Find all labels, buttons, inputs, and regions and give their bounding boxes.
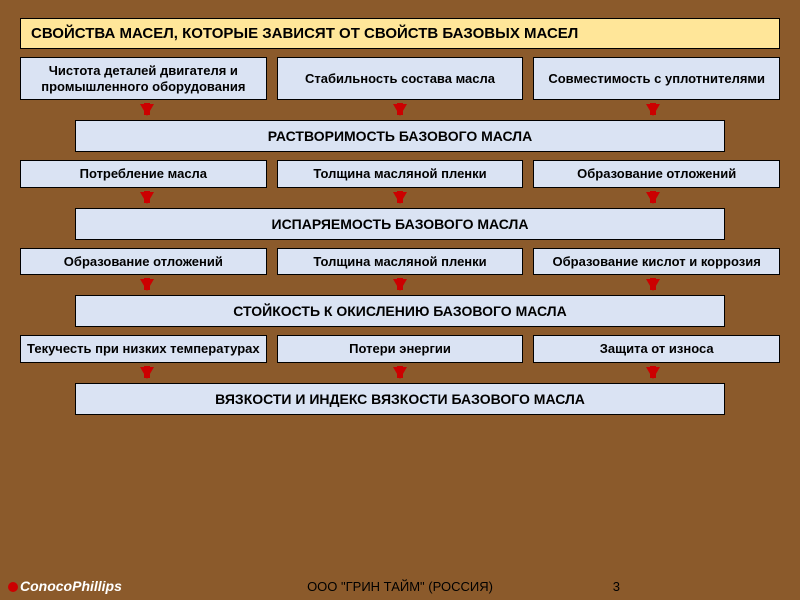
down-arrow-icon <box>140 192 154 204</box>
down-arrow-icon <box>646 104 660 116</box>
arrow-row <box>20 275 780 295</box>
section-3-inputs: Текучесть при низких температурах Потери… <box>20 335 780 363</box>
input-cell: Стабильность состава масла <box>277 57 524 100</box>
input-cell: Защита от износа <box>533 335 780 363</box>
down-arrow-icon <box>393 192 407 204</box>
section-0-inputs: Чистота деталей двигателя и промышленног… <box>20 57 780 100</box>
down-arrow-icon <box>140 367 154 379</box>
input-cell: Толщина масляной пленки <box>277 160 524 188</box>
footer-text: ООО "ГРИН ТАЙМ" (РОССИЯ) <box>0 579 800 594</box>
down-arrow-icon <box>646 367 660 379</box>
input-cell: Толщина масляной пленки <box>277 248 524 276</box>
down-arrow-icon <box>393 279 407 291</box>
input-cell: Потери энергии <box>277 335 524 363</box>
down-arrow-icon <box>140 279 154 291</box>
arrow-row <box>20 363 780 383</box>
down-arrow-icon <box>646 192 660 204</box>
section-1-inputs: Потребление масла Толщина масляной пленк… <box>20 160 780 188</box>
down-arrow-icon <box>140 104 154 116</box>
input-cell: Образование отложений <box>20 248 267 276</box>
diagram-content: СВОЙСТВА МАСЕЛ, КОТОРЫЕ ЗАВИСЯТ ОТ СВОЙС… <box>20 18 780 568</box>
section-2-inputs: Образование отложений Толщина масляной п… <box>20 248 780 276</box>
result-box: ВЯЗКОСТИ И ИНДЕКС ВЯЗКОСТИ БАЗОВОГО МАСЛ… <box>75 383 725 415</box>
result-box: СТОЙКОСТЬ К ОКИСЛЕНИЮ БАЗОВОГО МАСЛА <box>75 295 725 327</box>
input-cell: Потребление масла <box>20 160 267 188</box>
input-cell: Образование кислот и коррозия <box>533 248 780 276</box>
input-cell: Текучесть при низких температурах <box>20 335 267 363</box>
result-box: ИСПАРЯЕМОСТЬ БАЗОВОГО МАСЛА <box>75 208 725 240</box>
arrow-row <box>20 188 780 208</box>
title-box: СВОЙСТВА МАСЕЛ, КОТОРЫЕ ЗАВИСЯТ ОТ СВОЙС… <box>20 18 780 49</box>
down-arrow-icon <box>393 104 407 116</box>
page-number: 3 <box>613 579 620 594</box>
down-arrow-icon <box>393 367 407 379</box>
result-box: РАСТВОРИМОСТЬ БАЗОВОГО МАСЛА <box>75 120 725 152</box>
input-cell: Чистота деталей двигателя и промышленног… <box>20 57 267 100</box>
down-arrow-icon <box>646 279 660 291</box>
arrow-row <box>20 100 780 120</box>
input-cell: Образование отложений <box>533 160 780 188</box>
input-cell: Совместимость с уплотнителями <box>533 57 780 100</box>
